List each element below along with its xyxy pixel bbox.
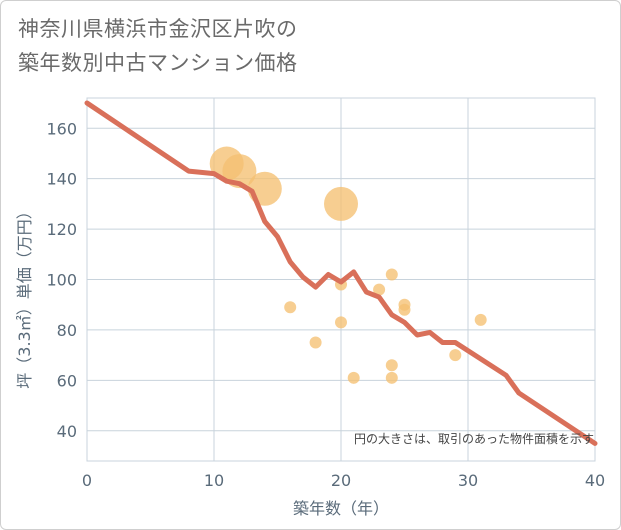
tick-labels: 40 60 80 100 120 140 160 0 10 20 30 40 [46, 119, 605, 490]
x-tick-label: 0 [82, 471, 92, 490]
data-point [373, 283, 386, 296]
data-point [385, 268, 398, 281]
data-point [474, 313, 487, 326]
size-note: 円の大きさは、取引のあった物件面積を示す [354, 431, 594, 446]
chart-title: 神奈川県横浜市金沢区片吹の 築年数別中古マンション価格 [18, 12, 298, 80]
data-point [247, 171, 282, 206]
data-point [324, 186, 358, 221]
data-point [284, 301, 297, 314]
y-axis-title: 坪（3.3㎡）単価（万円） [15, 203, 34, 388]
y-tick-label: 160 [46, 119, 77, 138]
x-tick-label: 10 [204, 471, 224, 490]
chart-title-line-1: 神奈川県横浜市金沢区片吹の [18, 17, 298, 41]
data-point [398, 303, 411, 316]
x-tick-label: 40 [585, 471, 605, 490]
x-tick-label: 20 [331, 471, 351, 490]
chart-title-line-2: 築年数別中古マンション価格 [18, 51, 298, 75]
data-point [309, 336, 322, 349]
y-tick-label: 100 [46, 271, 77, 290]
data-point [347, 371, 360, 384]
data-point [335, 316, 347, 329]
trend-line [84, 100, 598, 446]
y-tick-label: 60 [57, 371, 77, 390]
y-tick-label: 80 [57, 321, 77, 340]
y-tick-label: 140 [46, 170, 77, 189]
plot-border [86, 97, 596, 462]
x-axis-title: 築年数（年） [293, 499, 389, 518]
x-tick-label: 30 [458, 471, 478, 490]
y-tick-label: 120 [46, 220, 77, 239]
y-tick-label: 40 [57, 422, 77, 441]
data-points [209, 146, 487, 384]
data-point [449, 349, 462, 362]
data-point [385, 359, 398, 372]
data-point [385, 371, 398, 384]
